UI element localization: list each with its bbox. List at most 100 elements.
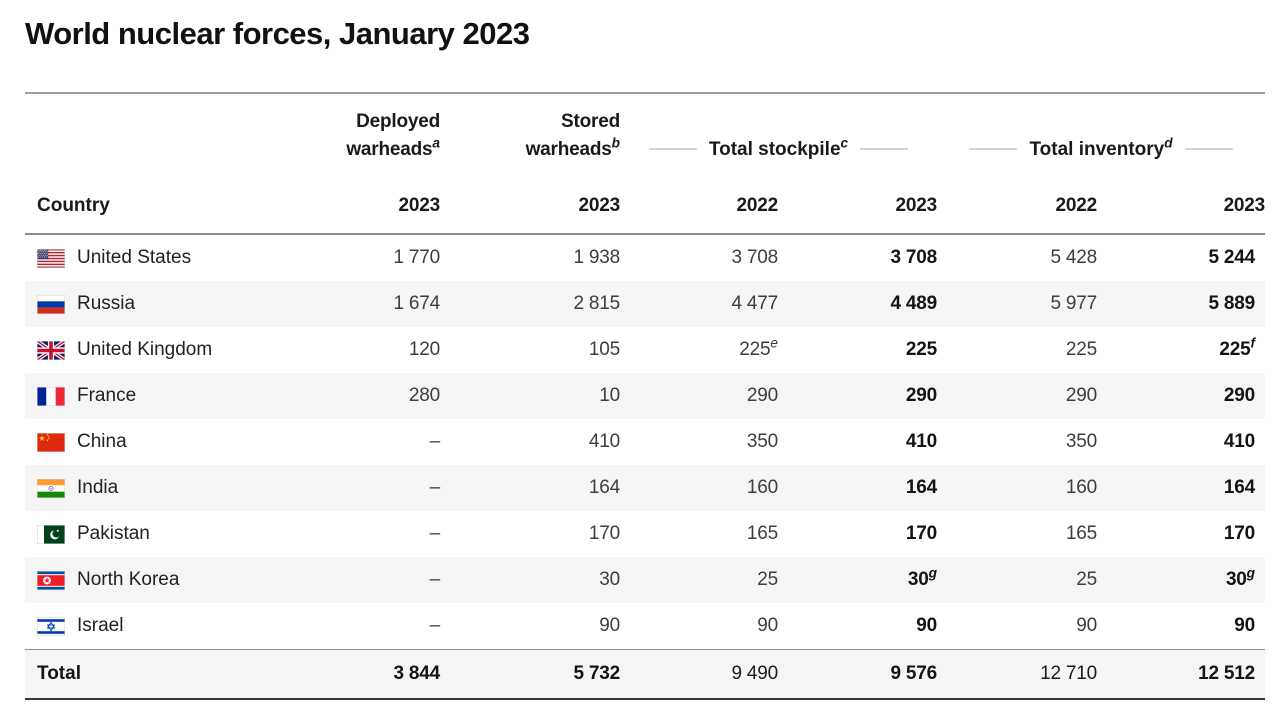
value-cell: 120: [408, 339, 440, 361]
value-cell: 170: [588, 523, 620, 545]
value-cell: 164: [1223, 477, 1256, 499]
table-row: Israel – 90 90 90 90 90: [25, 603, 1265, 650]
value-cell: 290: [1065, 385, 1098, 407]
value-cell: 30: [599, 569, 620, 591]
value-cell: 5 977: [1050, 293, 1098, 315]
value-cell: 160: [1065, 477, 1098, 499]
group-header-spacer: [25, 94, 310, 185]
value-cell: 170: [905, 523, 938, 545]
value-cell: 410: [588, 431, 620, 453]
value-cell: 350: [1065, 431, 1098, 453]
page-title: World nuclear forces, January 2023: [25, 16, 530, 51]
value-cell: 1 770: [393, 247, 440, 269]
year-header-row: Country 2023 2023 2022 2023 2022 2023: [25, 185, 1265, 234]
country-name: France: [77, 385, 137, 407]
value-cell: 225: [1065, 339, 1098, 361]
country-name: United States: [77, 247, 192, 269]
value-cell: 90: [1234, 615, 1256, 637]
table-row: North Korea – 30 25 30g 25 30g: [25, 557, 1266, 604]
total-value-cell: 9 576: [890, 663, 938, 685]
value-cell: 410: [1223, 431, 1256, 453]
table-row: United States 1 770 1 938 3 708 3 708 5 428 5…: [25, 234, 1265, 281]
value-cell: 5 889: [1208, 293, 1256, 315]
russia-flag: [37, 294, 65, 314]
value-cell: 160: [746, 477, 778, 499]
value-cell: –: [429, 615, 441, 637]
col-header-total-stockpile: Total stockpilec: [620, 94, 937, 185]
value-cell: 280: [408, 385, 440, 407]
year-header: 2022: [1055, 195, 1098, 217]
value-cell: 90: [916, 615, 938, 637]
title-divider: [25, 92, 1265, 94]
value-cell: –: [429, 477, 441, 499]
france-flag: [37, 386, 65, 406]
value-cell: 1 938: [573, 247, 620, 269]
total-value-cell: 5 732: [573, 663, 620, 685]
total-row: Total 3 844 5 732 9 490 9 576 12 710 12 512: [25, 649, 1266, 700]
value-cell: 10: [599, 385, 620, 407]
country-name: India: [77, 477, 119, 499]
value-cell: 90: [599, 615, 620, 637]
value-cell: 90: [1076, 615, 1098, 637]
value-cell: –: [429, 569, 441, 591]
left-dash: [648, 148, 697, 151]
value-cell: 30g: [1225, 565, 1256, 591]
value-cell: 90: [757, 615, 778, 637]
total-value-cell: 3 844: [393, 663, 440, 685]
us-flag: [37, 248, 65, 268]
table-row: Pakistan – 170 165 170 165 170: [25, 511, 1265, 557]
value-cell: 1 674: [393, 293, 440, 315]
value-cell: –: [429, 523, 441, 545]
left-dash: [969, 148, 1018, 151]
total-value-cell: 12 710: [1040, 663, 1098, 685]
value-cell: 164: [588, 477, 620, 499]
col-header-deployed-warheads: Deployed warheadsa: [346, 111, 440, 160]
value-cell: 105: [588, 339, 620, 361]
table-row: United Kingdom 120 105 225e 225 225 225f: [25, 327, 1265, 373]
year-header: 2023: [895, 195, 938, 217]
value-cell: 164: [905, 477, 938, 499]
value-cell: 170: [1223, 523, 1256, 545]
table-row: India – 164 160 164 160 164: [25, 465, 1266, 512]
value-cell: 290: [1223, 385, 1256, 407]
total-value-cell: 9 490: [731, 663, 778, 685]
value-cell: 2 815: [573, 293, 620, 315]
table-row: France 280 10 290 290 290 290: [25, 373, 1266, 420]
country-name: Pakistan: [77, 523, 150, 545]
year-header: 2023: [1223, 195, 1266, 217]
value-cell: 165: [746, 523, 778, 545]
country-name: North Korea: [77, 569, 180, 591]
page: World nuclear forces, January 2023 Deplo…: [0, 14, 1280, 728]
right-dash: [860, 148, 909, 151]
col-header-stored-warheads: Stored warheadsb: [525, 111, 621, 160]
israel-flag: [37, 616, 65, 636]
table-row: Russia 1 674 2 815 4 477 4 489 5 977 5 889: [25, 281, 1266, 328]
year-header: 2023: [398, 195, 441, 217]
country-name: Israel: [77, 615, 124, 637]
country-name: Russia: [77, 293, 136, 315]
value-cell: 410: [905, 431, 938, 453]
table-row: China – 410 350 410 350 410: [25, 419, 1265, 465]
table-body: United States 1 770 1 938 3 708 3 708 5 428 5…: [25, 234, 1266, 650]
value-cell: 25: [757, 569, 778, 591]
right-dash: [1184, 148, 1233, 151]
uk-flag: [37, 340, 65, 360]
value-cell: 4 489: [890, 293, 938, 315]
value-cell: 30g: [907, 565, 938, 591]
value-cell: 165: [1065, 523, 1098, 545]
value-cell: 350: [746, 431, 778, 453]
value-cell: 290: [905, 385, 938, 407]
value-cell: 3 708: [731, 247, 778, 269]
pakistan-flag: [37, 524, 65, 544]
north-korea-flag: [37, 570, 65, 590]
col-header-total-inventory: Total inventoryd: [937, 94, 1265, 185]
value-cell: 290: [746, 385, 778, 407]
country-name: China: [77, 431, 127, 453]
value-cell: 5 428: [1050, 247, 1098, 269]
country-column-header: Country: [37, 195, 110, 217]
nuclear-forces-table: Deployed warheadsa Stored warheadsb Tota…: [25, 94, 1265, 700]
value-cell: –: [429, 431, 441, 453]
country-name: United Kingdom: [77, 339, 213, 361]
year-header: 2023: [578, 195, 621, 217]
value-cell: 225e: [739, 335, 778, 361]
